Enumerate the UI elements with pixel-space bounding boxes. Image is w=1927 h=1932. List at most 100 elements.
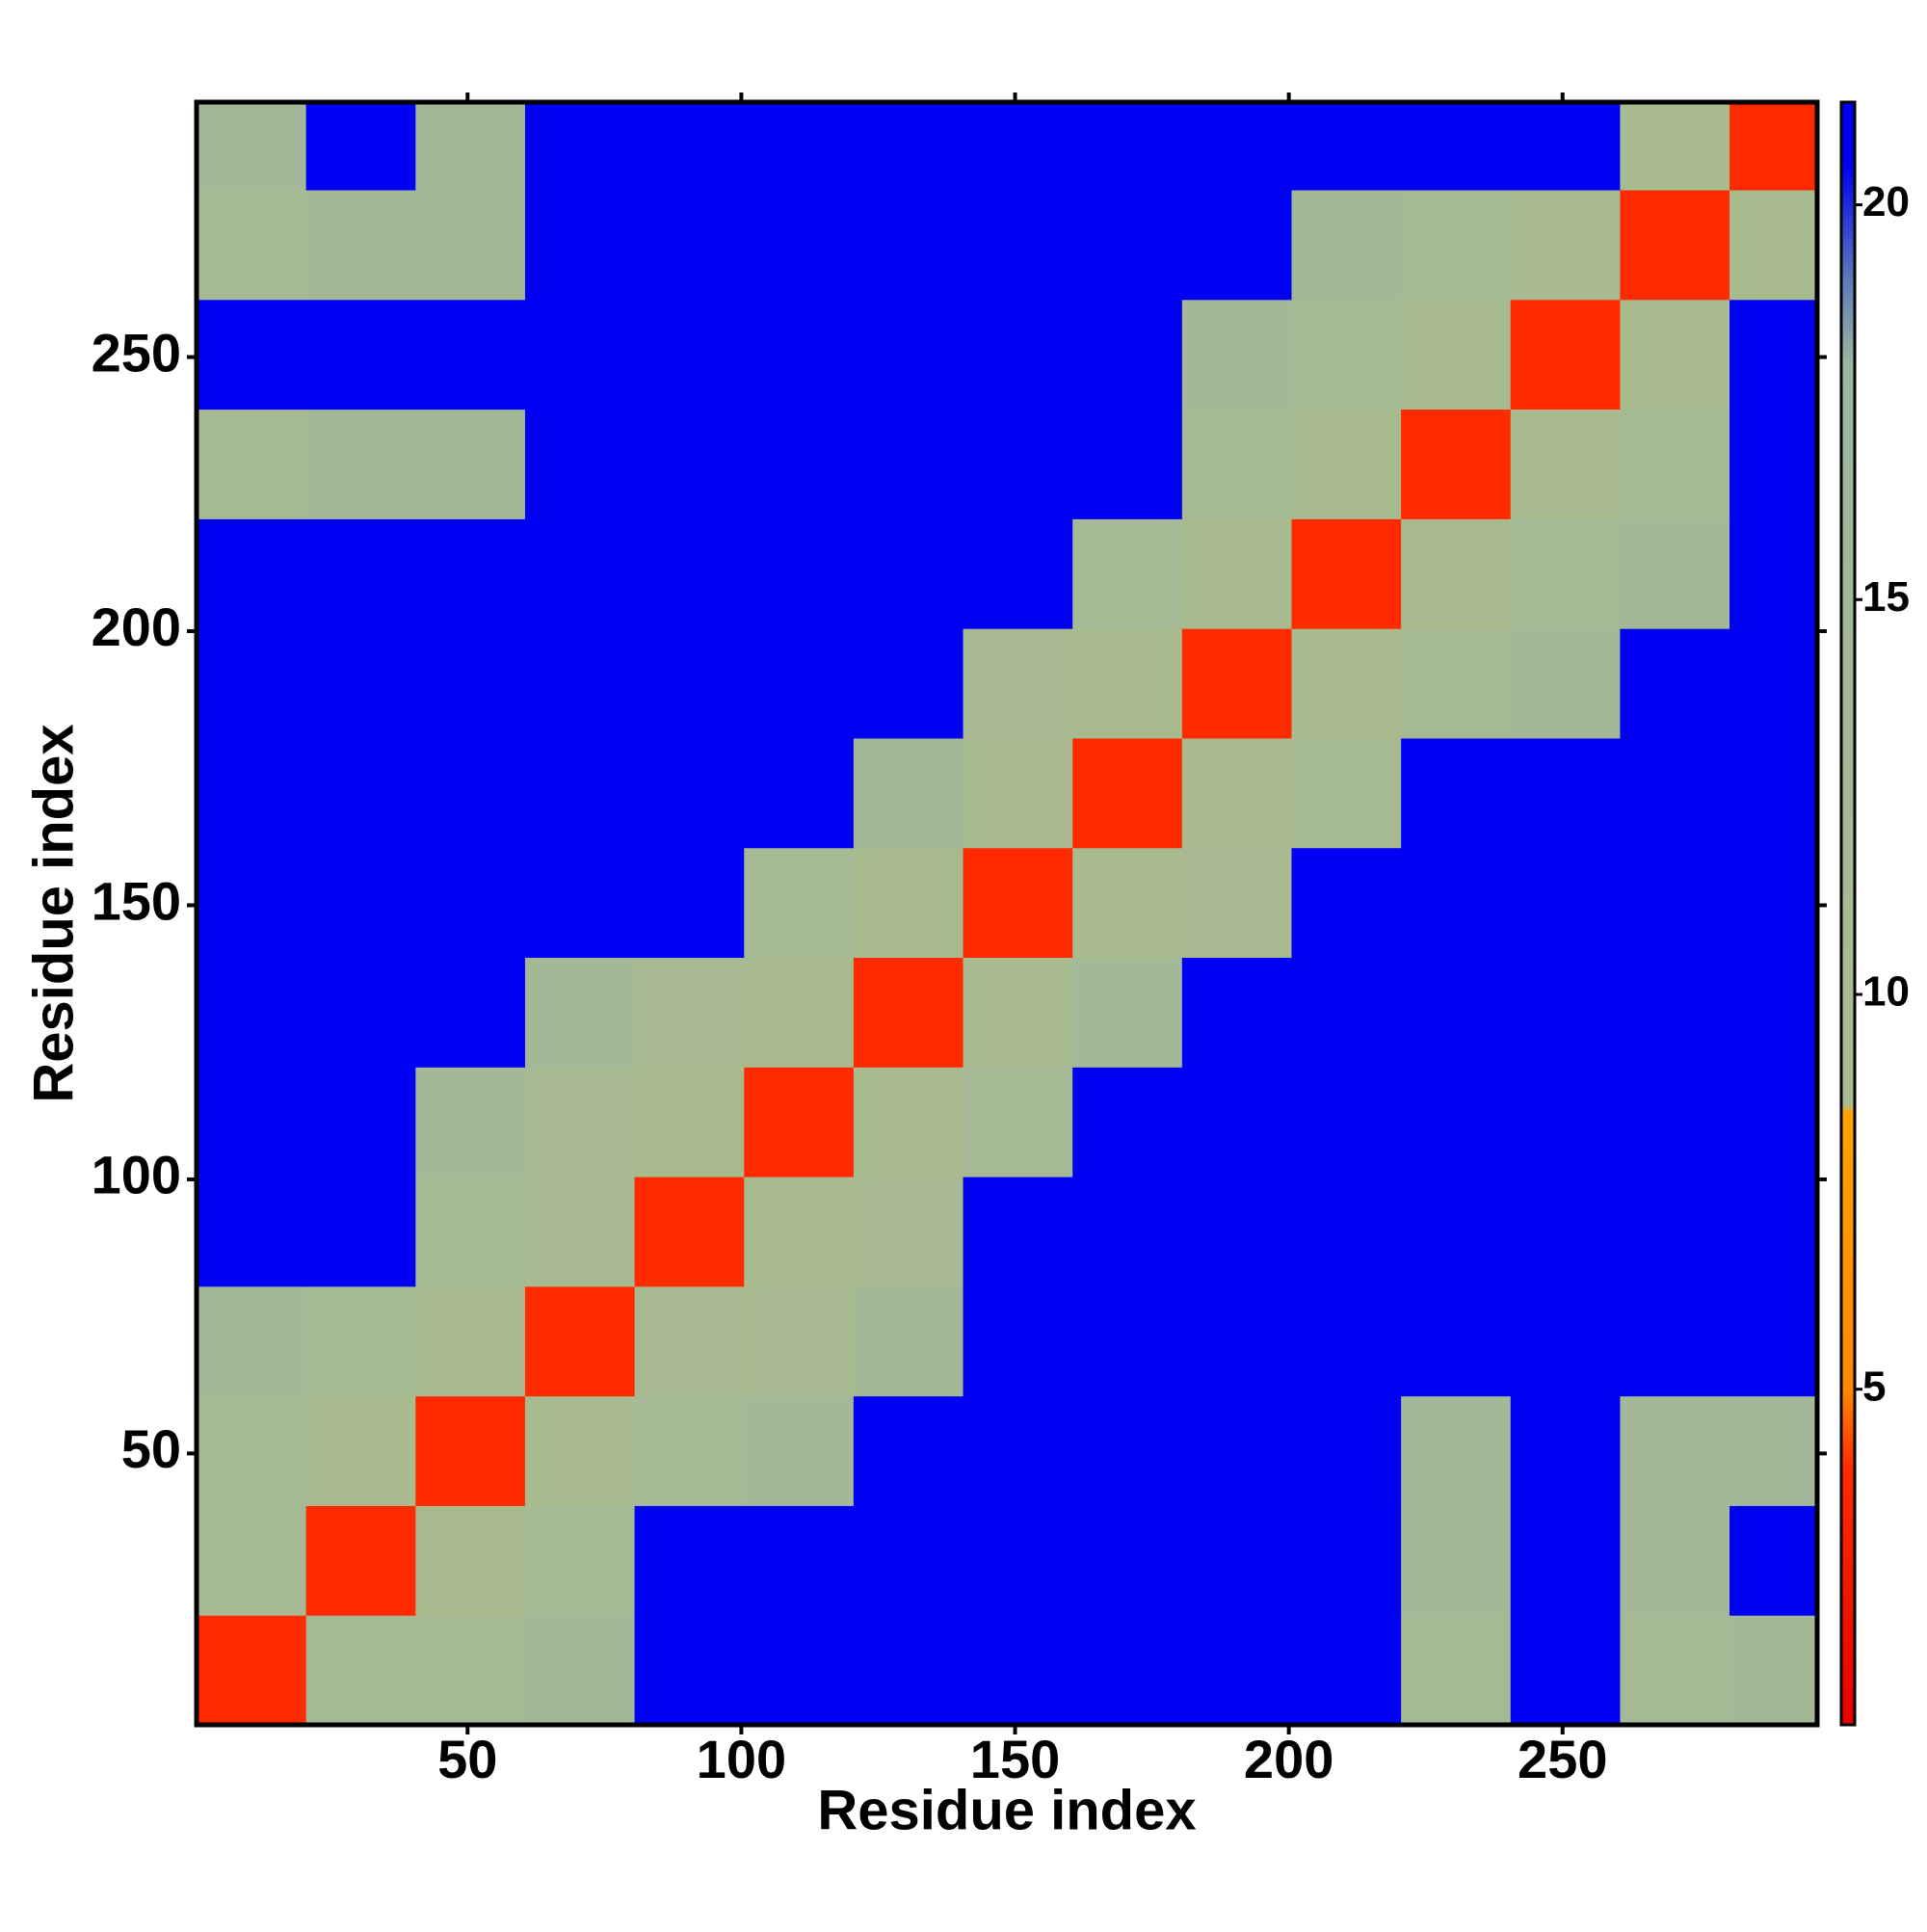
- heatmap-cell: [1510, 957, 1621, 1068]
- heatmap-cell: [197, 1177, 307, 1287]
- heatmap-cell: [744, 409, 855, 519]
- heatmap-cell: [415, 299, 526, 410]
- heatmap-cell: [634, 190, 745, 301]
- colorbar-tick-label: 15: [1862, 573, 1910, 621]
- x-axis-label: Residue index: [817, 1779, 1196, 1841]
- heatmap-cell: [1291, 628, 1402, 739]
- heatmap-cell: [963, 737, 1073, 849]
- heatmap-cell: [1401, 409, 1512, 519]
- heatmap-cell: [197, 102, 307, 191]
- x-tick-label: 200: [1244, 1729, 1333, 1789]
- heatmap-cell: [853, 409, 964, 519]
- heatmap-cell: [634, 518, 745, 629]
- heatmap-cell: [197, 518, 307, 629]
- heatmap-cell: [744, 1395, 855, 1506]
- heatmap-cell: [305, 1285, 416, 1397]
- heatmap-cell: [1510, 737, 1621, 849]
- heatmap-cell: [853, 299, 964, 410]
- heatmap-cell: [1510, 847, 1621, 959]
- heatmap-cell: [1620, 102, 1730, 191]
- heatmap-cell: [853, 1395, 964, 1506]
- heatmap: [197, 102, 1817, 1725]
- heatmap-cell: [524, 1615, 636, 1725]
- heatmap-cell: [1072, 1177, 1183, 1287]
- heatmap-cell: [1291, 102, 1402, 191]
- heatmap-cell: [744, 847, 855, 959]
- heatmap-cell: [1291, 1177, 1402, 1287]
- x-tick-label: 100: [697, 1729, 786, 1789]
- heatmap-cell: [1620, 409, 1730, 519]
- heatmap-cell: [963, 628, 1073, 739]
- heatmap-cell: [1291, 1505, 1402, 1616]
- heatmap-cell: [744, 102, 855, 191]
- heatmap-cell: [305, 299, 416, 410]
- heatmap-cell: [197, 190, 307, 301]
- heatmap-cell: [1729, 190, 1817, 301]
- heatmap-cell: [1620, 518, 1730, 629]
- heatmap-cell: [305, 847, 416, 959]
- heatmap-cell: [1620, 1615, 1730, 1725]
- heatmap-cell: [524, 1067, 636, 1178]
- heatmap-cell: [1620, 1067, 1730, 1178]
- heatmap-cell: [197, 409, 307, 519]
- heatmap-cell: [1291, 737, 1402, 849]
- heatmap-cell: [744, 737, 855, 849]
- heatmap-cell: [1291, 1067, 1402, 1178]
- heatmap-cell: [197, 1067, 307, 1178]
- heatmap-cell: [1181, 1285, 1292, 1397]
- heatmap-cell: [744, 628, 855, 739]
- heatmap-cell: [197, 847, 307, 959]
- heatmap-cell: [963, 102, 1073, 191]
- heatmap-cell: [1620, 737, 1730, 849]
- heatmap-cell: [1729, 847, 1817, 959]
- heatmap-cell: [1729, 102, 1817, 191]
- heatmap-cell: [524, 102, 636, 191]
- heatmap-cell: [415, 847, 526, 959]
- heatmap-cell: [744, 1285, 855, 1397]
- heatmap-cell: [305, 102, 416, 191]
- heatmap-cell: [1072, 1615, 1183, 1725]
- heatmap-cell: [1401, 299, 1512, 410]
- heatmap-cell: [1401, 957, 1512, 1068]
- heatmap-cell: [1181, 628, 1292, 739]
- heatmap-cell: [634, 628, 745, 739]
- heatmap-cell: [524, 847, 636, 959]
- heatmap-cell: [634, 1285, 745, 1397]
- heatmap-cell: [524, 299, 636, 410]
- heatmap-cell: [1401, 1177, 1512, 1287]
- heatmap-cell: [1072, 518, 1183, 629]
- y-tick-label: 150: [92, 870, 181, 931]
- heatmap-cell: [853, 1615, 964, 1725]
- heatmap-cell: [634, 1615, 745, 1725]
- colorbar: [1839, 100, 1857, 1727]
- colorbar-tick-label: 5: [1862, 1363, 1886, 1410]
- heatmap-cell: [1401, 1395, 1512, 1506]
- heatmap-cell: [1401, 518, 1512, 629]
- heatmap-cell: [1620, 628, 1730, 739]
- heatmap-cell: [1072, 1395, 1183, 1506]
- heatmap-cell: [1181, 409, 1292, 519]
- heatmap-cell: [305, 1177, 416, 1287]
- heatmap-cell: [634, 1067, 745, 1178]
- heatmap-cell: [415, 957, 526, 1068]
- heatmap-cell: [1510, 1177, 1621, 1287]
- heatmap-cell: [524, 1395, 636, 1506]
- heatmap-cell: [1729, 1285, 1817, 1397]
- x-tick-label: 250: [1518, 1729, 1607, 1789]
- heatmap-cell: [1729, 737, 1817, 849]
- heatmap-cell: [853, 847, 964, 959]
- heatmap-cell: [1072, 847, 1183, 959]
- heatmap-cell: [524, 518, 636, 629]
- heatmap-cell: [1510, 628, 1621, 739]
- y-tick-label: 200: [92, 596, 181, 657]
- heatmap-cell: [853, 1505, 964, 1616]
- heatmap-cell: [1401, 190, 1512, 301]
- heatmap-cell: [197, 1615, 307, 1725]
- heatmap-cell: [1620, 1395, 1730, 1506]
- heatmap-cell: [853, 1067, 964, 1178]
- heatmap-cell: [415, 409, 526, 519]
- heatmap-cell: [1510, 1285, 1621, 1397]
- heatmap-cell: [1729, 518, 1817, 629]
- heatmap-cell: [197, 299, 307, 410]
- heatmap-cell: [1401, 1505, 1512, 1616]
